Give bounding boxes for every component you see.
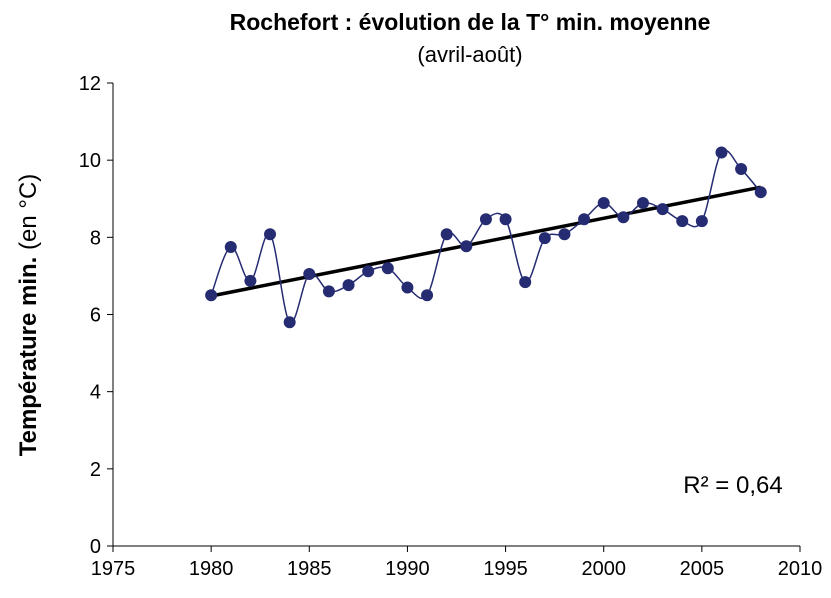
- y-tick-label: 10: [79, 150, 101, 172]
- y-tick-label: 8: [90, 227, 101, 249]
- data-point: [479, 213, 492, 226]
- data-point: [401, 281, 414, 294]
- chart-title: Rochefort : évolution de la T° min. moye…: [230, 9, 711, 35]
- data-point: [499, 213, 512, 226]
- data-point: [264, 228, 277, 241]
- y-tick-label: 12: [79, 73, 101, 95]
- data-point: [715, 146, 728, 159]
- x-tick-label: 2005: [680, 558, 725, 580]
- data-point: [695, 215, 708, 228]
- data-point: [205, 289, 218, 302]
- data-point: [381, 262, 394, 275]
- data-point: [617, 211, 630, 224]
- data-point: [440, 228, 453, 241]
- data-point: [303, 267, 316, 280]
- x-tick-label: 1980: [189, 558, 234, 580]
- data-point: [597, 196, 610, 209]
- x-tick-label: 2010: [778, 558, 823, 580]
- data-point: [362, 265, 375, 278]
- y-tick-label: 6: [90, 305, 101, 327]
- data-point: [342, 279, 355, 292]
- x-tick-label: 1985: [287, 558, 332, 580]
- x-tick-label: 2000: [581, 558, 626, 580]
- data-point: [676, 215, 689, 228]
- data-point: [519, 276, 532, 289]
- data-point: [244, 274, 257, 287]
- data-point: [656, 203, 669, 216]
- y-axis-label-unit: (en °C): [15, 174, 42, 250]
- data-point: [283, 316, 296, 329]
- x-tick-label: 1975: [91, 558, 136, 580]
- y-tick-label: 2: [90, 459, 101, 481]
- data-point: [636, 196, 649, 209]
- data-point: [558, 228, 571, 241]
- data-point: [578, 213, 591, 226]
- data-point: [754, 186, 767, 199]
- series-line: [210, 149, 762, 324]
- data-point: [735, 163, 748, 176]
- chart-subtitle: (avril-août): [417, 42, 522, 67]
- y-axis-label: Température min. (en °C): [15, 174, 42, 457]
- x-tick-label: 1990: [385, 558, 430, 580]
- y-axis-label-main: Température min.: [15, 257, 42, 457]
- data-point: [460, 240, 473, 253]
- trendline: [210, 185, 762, 298]
- r-squared: R² = 0,64: [683, 472, 782, 499]
- y-tick-label: 0: [90, 536, 101, 558]
- data-point: [224, 240, 237, 253]
- data-point: [421, 289, 434, 302]
- y-tick-label: 4: [90, 382, 101, 404]
- data-point: [322, 285, 335, 298]
- data-point: [538, 232, 551, 245]
- x-tick-label: 1995: [483, 558, 528, 580]
